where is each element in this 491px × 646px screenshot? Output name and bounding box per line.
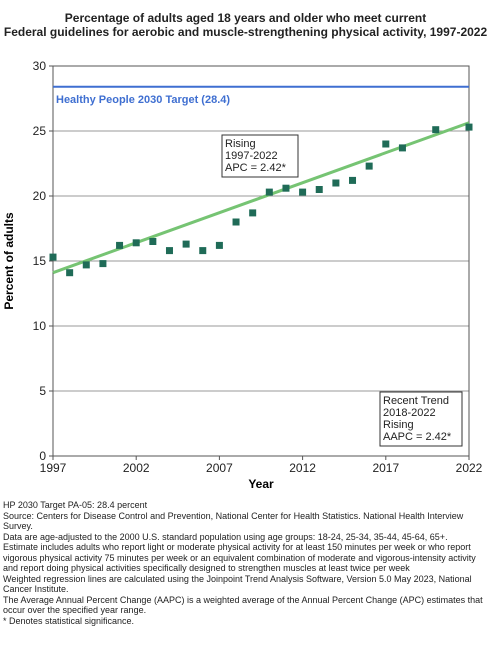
footnote-significance: * Denotes statistical significance. bbox=[3, 615, 135, 626]
annotation-line: 2018-2022 bbox=[383, 407, 436, 419]
data-point bbox=[82, 261, 90, 269]
chart-title: Percentage of adults aged 18 years and o… bbox=[0, 11, 491, 39]
footnote-age-adjust: Data are age-adjusted to the 2000 U.S. s… bbox=[3, 531, 448, 542]
chart-title-line-1: Percentage of adults aged 18 years and o… bbox=[64, 11, 427, 25]
footnote-aapc: The Average Annual Percent Change (AAPC)… bbox=[3, 594, 483, 616]
footnote-regression: Weighted regression lines are calculated… bbox=[3, 573, 472, 595]
data-point bbox=[365, 162, 373, 170]
data-point bbox=[215, 241, 223, 249]
footnote-target: HP 2030 Target PA-05: 28.4 percent bbox=[3, 500, 148, 510]
x-tick-label: 2012 bbox=[289, 461, 316, 475]
data-point bbox=[132, 239, 140, 247]
data-point bbox=[165, 247, 173, 255]
annotation-line: AAPC = 2.42* bbox=[383, 431, 452, 443]
data-point bbox=[182, 240, 190, 248]
y-tick-label: 10 bbox=[33, 319, 47, 333]
scatter-chart: Healthy People 2030 Target (28.4) 0 5 10 15… bbox=[2, 59, 483, 491]
footnotes: HP 2030 Target PA-05: 28.4 percent Sourc… bbox=[3, 500, 489, 626]
target-line-label: Healthy People 2030 Target (28.4) bbox=[56, 94, 230, 106]
y-axis-ticks: 0 5 10 15 20 25 30 bbox=[33, 59, 53, 463]
annotation-line: Recent Trend bbox=[383, 395, 449, 407]
data-point bbox=[49, 253, 57, 261]
x-tick-label: 1997 bbox=[40, 461, 67, 475]
data-point bbox=[332, 179, 340, 187]
data-point bbox=[265, 188, 273, 196]
y-tick-label: 25 bbox=[33, 124, 47, 138]
gridlines bbox=[53, 130, 469, 392]
data-point bbox=[99, 260, 107, 268]
data-point bbox=[199, 247, 207, 255]
data-point bbox=[249, 209, 257, 217]
chart-title-line-2: Federal guidelines for aerobic and muscl… bbox=[3, 25, 488, 39]
data-point bbox=[299, 188, 307, 196]
footnote-definition: Estimate includes adults who report ligh… bbox=[3, 542, 476, 573]
data-points bbox=[49, 123, 473, 277]
annotation-line: Rising bbox=[383, 419, 414, 431]
x-tick-label: 2017 bbox=[372, 461, 399, 475]
x-tick-label: 2007 bbox=[206, 461, 233, 475]
annotation-line: APC = 2.42* bbox=[225, 162, 287, 174]
footnote-source: Source: Centers for Disease Control and … bbox=[3, 510, 464, 532]
data-point bbox=[349, 176, 357, 184]
y-tick-label: 15 bbox=[33, 254, 47, 268]
annotation-box bbox=[379, 391, 463, 447]
y-tick-label: 5 bbox=[39, 384, 46, 398]
y-tick-label: 0 bbox=[39, 449, 46, 463]
y-tick-label: 20 bbox=[33, 189, 47, 203]
data-point bbox=[382, 140, 390, 148]
data-point bbox=[66, 269, 74, 277]
data-point bbox=[149, 238, 157, 245]
x-axis-label: Year bbox=[248, 477, 274, 491]
x-axis-ticks: 1997 2002 2007 2012 2017 2022 bbox=[40, 456, 483, 475]
y-axis-label: Percent of adults bbox=[2, 212, 16, 310]
data-point bbox=[315, 186, 323, 193]
annotation-box bbox=[221, 134, 299, 178]
data-point bbox=[465, 123, 473, 131]
x-tick-label: 2002 bbox=[123, 461, 150, 475]
x-tick-label: 2022 bbox=[456, 461, 483, 475]
y-tick-label: 30 bbox=[33, 59, 47, 73]
data-point bbox=[282, 184, 290, 192]
data-point bbox=[116, 241, 124, 249]
annotation-line: Rising bbox=[225, 138, 256, 150]
annotation-line: 1997-2022 bbox=[225, 150, 278, 162]
data-point bbox=[398, 144, 406, 152]
data-point bbox=[432, 126, 440, 134]
data-point bbox=[232, 218, 240, 226]
